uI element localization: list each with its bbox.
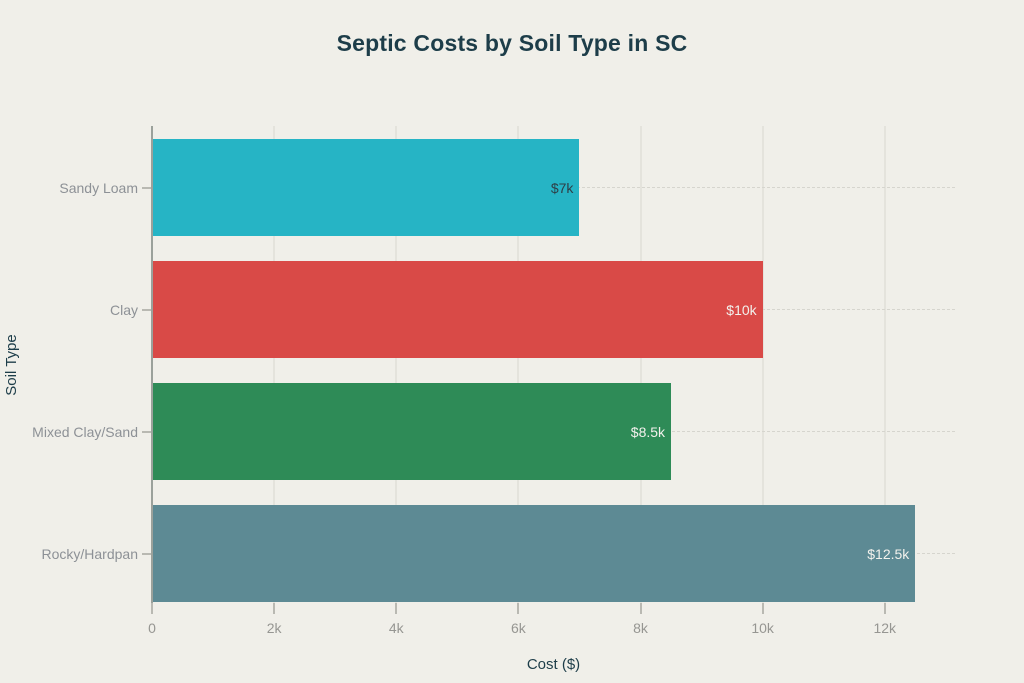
y-category-label-mixed-clay-sand: Mixed Clay/Sand (32, 423, 138, 440)
y-tick-mark (142, 552, 151, 555)
vertical-gridline-2k (273, 126, 276, 603)
vertical-gridline-8k (639, 126, 642, 603)
bar-sandy-loam: $7k (152, 139, 580, 236)
bar-mixed-clay-sand: $8.5k (152, 383, 672, 480)
bar-row-2: $10k (152, 261, 955, 358)
x-tick-label-4k: 4k (388, 620, 404, 636)
bar-value-label: $7k (550, 179, 574, 196)
y-tick-mark (142, 430, 151, 433)
y-category-label-clay: Clay (109, 301, 138, 318)
x-tick-mark-8k (639, 603, 642, 614)
bar-value-label: $12.5k (867, 545, 910, 562)
bar-row-3: $8.5k (152, 383, 955, 480)
y-category-label-sandy-loam: Sandy Loam (59, 179, 138, 196)
bar-row-1: $7k (152, 139, 955, 236)
x-tick-mark-12k (883, 603, 886, 614)
bar-value-label: $8.5k (630, 423, 666, 440)
x-axis-title: Cost ($) (526, 656, 581, 673)
vertical-gridline-10k (761, 126, 764, 603)
y-axis-line (151, 126, 153, 605)
vertical-gridline-6k (517, 126, 520, 603)
vertical-gridline-4k (395, 126, 398, 603)
y-tick-mark (142, 186, 151, 189)
bar-row-4: $12.5k (152, 505, 955, 602)
x-tick-mark-6k (517, 603, 520, 614)
x-tick-mark-4k (395, 603, 398, 614)
y-tick-mark (142, 308, 151, 311)
bar-rocky-hardpan: $12.5k (152, 505, 916, 602)
y-category-label-rocky-hardpan: Rocky/Hardpan (41, 545, 139, 562)
x-tick-mark-10k (761, 603, 764, 614)
vertical-gridline-12k (883, 126, 886, 603)
x-tick-label-2k: 2k (266, 620, 282, 636)
bar-clay: $10k (152, 261, 763, 358)
y-axis-title-text: Soil Type (3, 334, 20, 396)
x-tick-label-0: 0 (148, 620, 156, 636)
x-tick-label-12k: 12k (873, 620, 897, 636)
x-tick-mark-2k (273, 603, 276, 614)
chart-title: Septic Costs by Soil Type in SC (336, 30, 688, 56)
x-tick-label-6k: 6k (510, 620, 526, 636)
x-tick-label-8k: 8k (633, 620, 648, 636)
plot-area: $7k $10k $8.5k $12.5k (151, 126, 955, 605)
bar-value-label: $10k (726, 301, 757, 318)
x-tick-mark-0 (151, 603, 153, 614)
x-tick-label-10k: 10k (751, 620, 774, 636)
